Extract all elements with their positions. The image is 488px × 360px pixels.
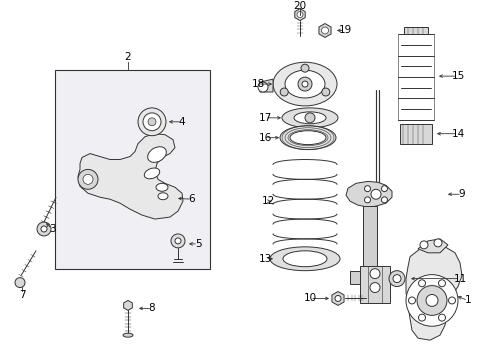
Circle shape	[425, 294, 437, 306]
Circle shape	[370, 189, 380, 199]
Circle shape	[419, 241, 427, 249]
Text: 19: 19	[338, 26, 351, 36]
Polygon shape	[417, 239, 447, 253]
Circle shape	[171, 234, 184, 248]
Circle shape	[37, 222, 51, 236]
Circle shape	[407, 297, 415, 304]
Circle shape	[433, 239, 441, 247]
Circle shape	[364, 186, 370, 192]
Polygon shape	[346, 181, 391, 207]
Circle shape	[388, 271, 404, 287]
Ellipse shape	[293, 112, 325, 124]
Circle shape	[334, 296, 340, 301]
Ellipse shape	[272, 62, 336, 106]
Circle shape	[83, 174, 93, 184]
Circle shape	[418, 314, 425, 321]
Text: 6: 6	[188, 194, 195, 204]
Circle shape	[438, 314, 445, 321]
Text: 14: 14	[450, 129, 464, 139]
Circle shape	[369, 269, 379, 279]
Ellipse shape	[123, 333, 133, 337]
Polygon shape	[405, 245, 461, 340]
Text: 1: 1	[464, 296, 470, 305]
Ellipse shape	[283, 251, 326, 267]
Circle shape	[15, 278, 25, 288]
Circle shape	[418, 280, 425, 287]
Text: 10: 10	[303, 293, 316, 303]
Bar	[399, 124, 431, 144]
Ellipse shape	[158, 193, 168, 200]
Circle shape	[447, 297, 454, 304]
Circle shape	[392, 275, 400, 283]
Bar	[55, 70, 209, 269]
Text: 5: 5	[194, 239, 201, 249]
Text: 11: 11	[452, 274, 466, 284]
Ellipse shape	[282, 108, 337, 128]
Circle shape	[405, 275, 457, 326]
Circle shape	[142, 113, 161, 131]
Ellipse shape	[289, 131, 325, 145]
Circle shape	[301, 64, 308, 72]
Polygon shape	[123, 301, 132, 310]
Ellipse shape	[285, 70, 325, 98]
Circle shape	[78, 170, 98, 189]
Text: 18: 18	[251, 79, 264, 89]
Circle shape	[302, 81, 307, 87]
Circle shape	[258, 82, 267, 92]
Circle shape	[148, 118, 156, 126]
Text: 13: 13	[258, 254, 271, 264]
Circle shape	[369, 283, 379, 293]
Polygon shape	[318, 23, 330, 37]
Polygon shape	[294, 9, 305, 21]
Circle shape	[321, 27, 328, 34]
Circle shape	[381, 186, 386, 192]
Circle shape	[175, 238, 181, 244]
Text: 20: 20	[293, 1, 306, 11]
Text: 9: 9	[458, 189, 465, 199]
Polygon shape	[349, 271, 359, 284]
Ellipse shape	[269, 247, 339, 271]
Text: 2: 2	[124, 52, 131, 62]
Circle shape	[321, 88, 329, 96]
Circle shape	[41, 226, 47, 232]
Bar	[362, 206, 376, 285]
Circle shape	[364, 197, 370, 203]
Polygon shape	[78, 134, 183, 219]
Text: 15: 15	[450, 71, 464, 81]
Circle shape	[305, 113, 314, 123]
Circle shape	[138, 108, 165, 136]
Ellipse shape	[280, 126, 335, 150]
Bar	[403, 27, 427, 35]
Text: 17: 17	[258, 113, 271, 123]
Text: 16: 16	[258, 133, 271, 143]
Ellipse shape	[144, 168, 160, 179]
Text: 4: 4	[178, 117, 185, 127]
Text: 12: 12	[261, 196, 274, 206]
Ellipse shape	[156, 183, 168, 191]
Circle shape	[297, 77, 311, 91]
Text: 8: 8	[148, 303, 155, 314]
Circle shape	[296, 12, 303, 18]
Text: 7: 7	[19, 291, 25, 301]
Circle shape	[381, 197, 386, 203]
Circle shape	[438, 280, 445, 287]
Polygon shape	[260, 79, 272, 92]
Bar	[359, 266, 389, 303]
Ellipse shape	[147, 147, 166, 162]
Circle shape	[416, 285, 446, 315]
Circle shape	[280, 88, 287, 96]
Polygon shape	[331, 292, 344, 305]
Text: 3: 3	[49, 224, 55, 234]
